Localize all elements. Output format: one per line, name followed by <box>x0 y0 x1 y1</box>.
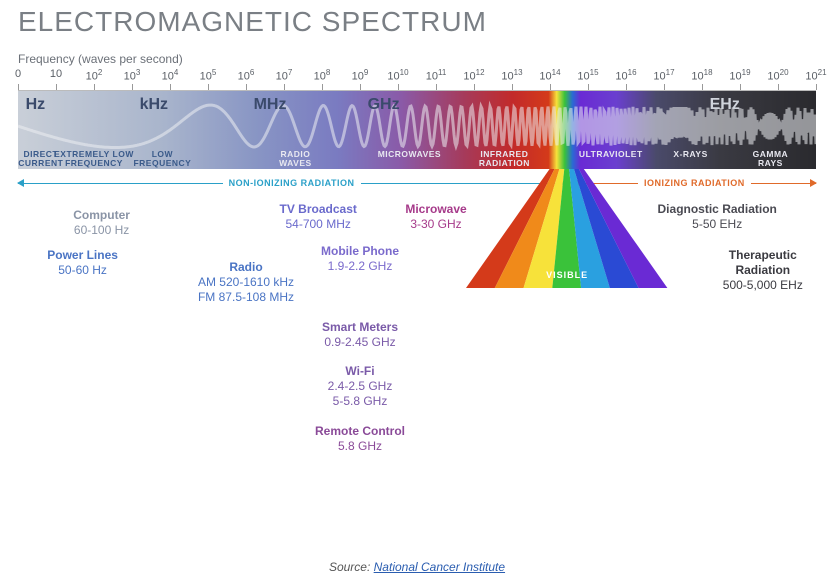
tick-9: 109 <box>352 68 369 83</box>
tick-2: 102 <box>86 68 103 83</box>
band-low-frequency: LOWFREQUENCY <box>133 150 191 169</box>
tick-10: 1010 <box>387 68 408 83</box>
tick-1: 10 <box>50 68 62 80</box>
example-therapeutic-radiation: TherapeuticRadiation500-5,000 EHz <box>723 248 803 293</box>
unit-khz: kHz <box>140 96 168 114</box>
source-prefix: Source: <box>329 560 374 574</box>
tick-20: 1020 <box>767 68 788 83</box>
tick-14: 1014 <box>539 68 560 83</box>
tick-17: 1017 <box>653 68 674 83</box>
band-radio-waves: RADIOWAVES <box>279 150 312 169</box>
unit-ehz: EHz <box>710 96 740 114</box>
band-extremely-low-frequency: EXTREMELY LOWFREQUENCY <box>54 150 134 169</box>
frequency-axis-label: Frequency (waves per second) <box>18 52 183 66</box>
tick-6: 106 <box>238 68 255 83</box>
example-remote-control: Remote Control5.8 GHz <box>315 424 405 454</box>
unit-hz: Hz <box>26 96 46 114</box>
example-diagnostic-radiation: Diagnostic Radiation5-50 EHz <box>658 202 777 232</box>
tick-0: 0 <box>15 68 21 80</box>
tick-18: 1018 <box>691 68 712 83</box>
example-microwave: Microwave3-30 GHz <box>405 202 466 232</box>
example-power-lines: Power Lines50-60 Hz <box>47 248 118 278</box>
example-radio: RadioAM 520-1610 kHzFM 87.5-108 MHz <box>198 260 294 305</box>
source-attribution: Source: National Cancer Institute <box>0 560 834 574</box>
unit-ghz: GHz <box>368 96 400 114</box>
band-infrared-radiation: INFRAREDRADIATION <box>479 150 530 169</box>
tick-13: 1013 <box>501 68 522 83</box>
tick-4: 104 <box>162 68 179 83</box>
tick-15: 1015 <box>577 68 598 83</box>
band-ultraviolet: ULTRAVIOLET <box>579 150 643 159</box>
tick-12: 1012 <box>463 68 484 83</box>
example-smart-meters: Smart Meters0.9-2.45 GHz <box>322 320 398 350</box>
unit-mhz: MHz <box>254 96 287 114</box>
example-tv-broadcast: TV Broadcast54-700 MHz <box>280 202 357 232</box>
tick-3: 103 <box>124 68 141 83</box>
band-gamma-rays: GAMMARAYS <box>753 150 789 169</box>
visible-label: VISIBLE <box>546 270 588 280</box>
band-microwaves: MICROWAVES <box>378 150 441 159</box>
example-mobile-phone: Mobile Phone1.9-2.2 GHz <box>321 244 399 274</box>
axis-ticks: 0 10 102 103 104 105 106 107 108 109 1010 1011 1012 1… <box>18 68 816 88</box>
page-title: ELECTROMAGNETIC SPECTRUM <box>18 6 487 38</box>
example-computer: Computer60-100 Hz <box>73 208 130 238</box>
tick-7: 107 <box>276 68 293 83</box>
tick-16: 1016 <box>615 68 636 83</box>
tick-11: 1011 <box>426 68 447 83</box>
source-link[interactable]: National Cancer Institute <box>374 560 505 574</box>
tick-19: 1019 <box>729 68 750 83</box>
example-wi-fi: Wi-Fi2.4-2.5 GHz5-5.8 GHz <box>328 364 393 409</box>
tick-21: 1021 <box>805 68 826 83</box>
tick-8: 108 <box>314 68 331 83</box>
tick-5: 105 <box>200 68 217 83</box>
band-x-rays: X-RAYS <box>673 150 707 159</box>
